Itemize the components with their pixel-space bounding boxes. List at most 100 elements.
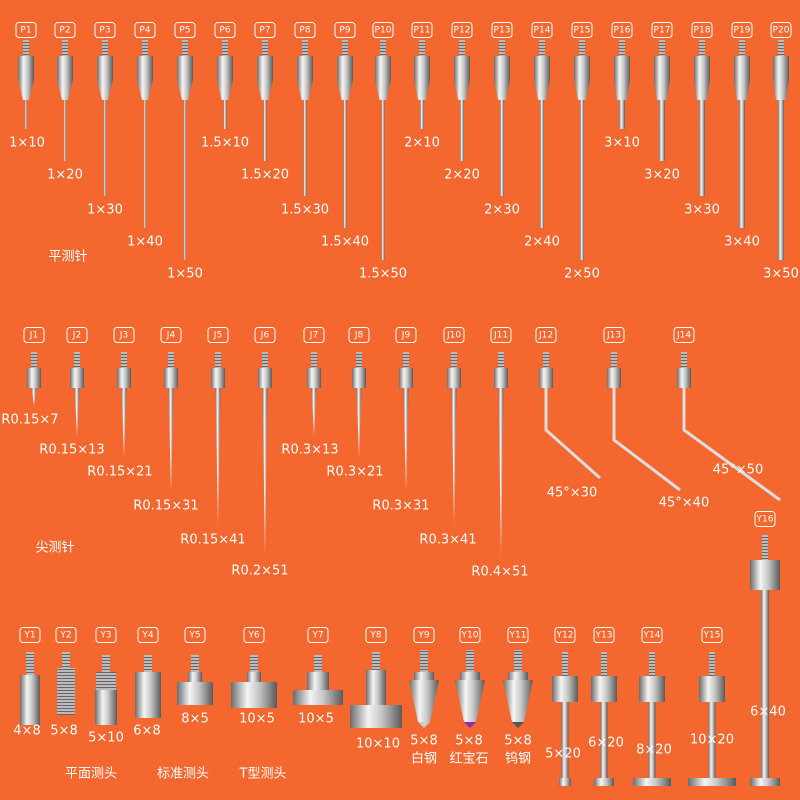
probe-part bbox=[649, 652, 655, 676]
probe-part bbox=[648, 702, 656, 780]
material-label: 红宝石 bbox=[449, 751, 488, 767]
badge: J1 bbox=[29, 331, 38, 341]
probe-part bbox=[20, 675, 40, 725]
badge-box bbox=[451, 22, 473, 38]
size-label: 2×40 bbox=[524, 235, 560, 250]
size-label: R0.15×31 bbox=[133, 499, 198, 514]
badge: P6 bbox=[219, 26, 230, 36]
badge: P11 bbox=[414, 26, 431, 36]
badge-box bbox=[770, 22, 792, 38]
badge: P20 bbox=[773, 26, 790, 36]
probe-part bbox=[773, 56, 789, 100]
badge-box bbox=[23, 327, 45, 343]
size-label: 5×8 bbox=[50, 724, 77, 739]
badge: Y5 bbox=[188, 631, 200, 641]
section-label: T型测头 bbox=[239, 767, 287, 782]
probe-part bbox=[257, 56, 273, 100]
badge-box bbox=[641, 627, 663, 643]
probe-part bbox=[559, 778, 571, 786]
badge: Y7 bbox=[311, 631, 323, 641]
probe-part bbox=[297, 56, 313, 100]
size-label: R0.3×21 bbox=[326, 465, 383, 480]
size-label: 3×40 bbox=[724, 235, 760, 250]
probe-part bbox=[31, 352, 37, 368]
probe-part bbox=[168, 388, 174, 492]
probe-part bbox=[311, 388, 317, 436]
size-label: 1×20 bbox=[47, 168, 83, 183]
size-label: R0.3×41 bbox=[419, 533, 476, 548]
probe-part bbox=[314, 655, 322, 672]
badge-box bbox=[651, 22, 673, 38]
badge-box bbox=[243, 627, 265, 643]
probe-part bbox=[681, 352, 687, 368]
badge: Y15 bbox=[703, 631, 721, 641]
badge: P7 bbox=[259, 26, 270, 36]
section-label: 平测针 bbox=[48, 250, 87, 265]
probe-part bbox=[611, 352, 617, 368]
badge: Y14 bbox=[643, 631, 661, 641]
badge-box bbox=[691, 22, 713, 38]
size-label: 3×10 bbox=[604, 136, 640, 151]
badge-box bbox=[137, 627, 159, 643]
probe-part bbox=[552, 676, 578, 702]
badge: J6 bbox=[260, 331, 270, 341]
badge-box bbox=[754, 511, 776, 527]
probe-part bbox=[688, 778, 736, 786]
probe-part bbox=[699, 40, 705, 56]
badge-box bbox=[207, 327, 229, 343]
badge-box bbox=[673, 327, 695, 343]
badge-box bbox=[15, 22, 37, 38]
badge: P12 bbox=[454, 26, 471, 36]
badge: P18 bbox=[694, 26, 711, 36]
probe-part bbox=[70, 368, 84, 388]
badge-box bbox=[507, 627, 529, 643]
probe-part bbox=[184, 100, 186, 260]
probe-part bbox=[459, 40, 465, 56]
probe-part bbox=[498, 352, 504, 368]
probe-part bbox=[380, 40, 386, 56]
badge: P13 bbox=[494, 26, 511, 36]
probe-part bbox=[263, 100, 267, 161]
size-label: 6×20 bbox=[588, 736, 624, 751]
badge-box bbox=[55, 627, 77, 643]
probe-part bbox=[454, 56, 470, 100]
size-label: 4×8 bbox=[13, 724, 40, 739]
probe-part bbox=[135, 672, 161, 718]
size-label: 2×20 bbox=[444, 168, 480, 183]
probe-part bbox=[659, 40, 665, 56]
probe-part bbox=[761, 590, 769, 778]
size-label: 8×20 bbox=[636, 743, 672, 758]
probe-part bbox=[142, 40, 148, 56]
probe-part bbox=[217, 56, 233, 100]
size-label: R0.15×7 bbox=[1, 413, 58, 428]
probe-part bbox=[654, 56, 670, 100]
probe-part bbox=[23, 40, 29, 56]
badge-box bbox=[365, 627, 387, 643]
probe-part bbox=[215, 352, 221, 368]
size-label: 1.5×50 bbox=[359, 267, 407, 282]
size-label: 1.5×40 bbox=[321, 235, 369, 250]
size-label: 1×30 bbox=[87, 203, 123, 218]
badge-box bbox=[531, 22, 553, 38]
probe-part bbox=[102, 40, 108, 56]
badge-box bbox=[160, 327, 182, 343]
badge-box bbox=[459, 627, 481, 643]
size-label: 10×5 bbox=[239, 712, 275, 727]
size-label: 1.5×30 bbox=[281, 203, 329, 218]
probe-part bbox=[366, 670, 386, 705]
size-label: R0.2×51 bbox=[231, 564, 288, 579]
probe-part bbox=[414, 56, 430, 100]
probe-part bbox=[74, 352, 80, 368]
probe-part bbox=[372, 652, 380, 670]
size-label: 2×10 bbox=[404, 136, 440, 151]
badge: J10 bbox=[446, 331, 461, 341]
probe-part bbox=[451, 388, 457, 526]
size-label: 45°×40 bbox=[659, 496, 709, 511]
probe-part bbox=[778, 40, 784, 56]
badge: Y10 bbox=[461, 631, 479, 641]
probe-part bbox=[734, 56, 750, 100]
probe-part bbox=[343, 100, 347, 228]
probe-part bbox=[418, 722, 430, 728]
badge: P8 bbox=[299, 26, 310, 36]
badge: J3 bbox=[119, 331, 128, 341]
